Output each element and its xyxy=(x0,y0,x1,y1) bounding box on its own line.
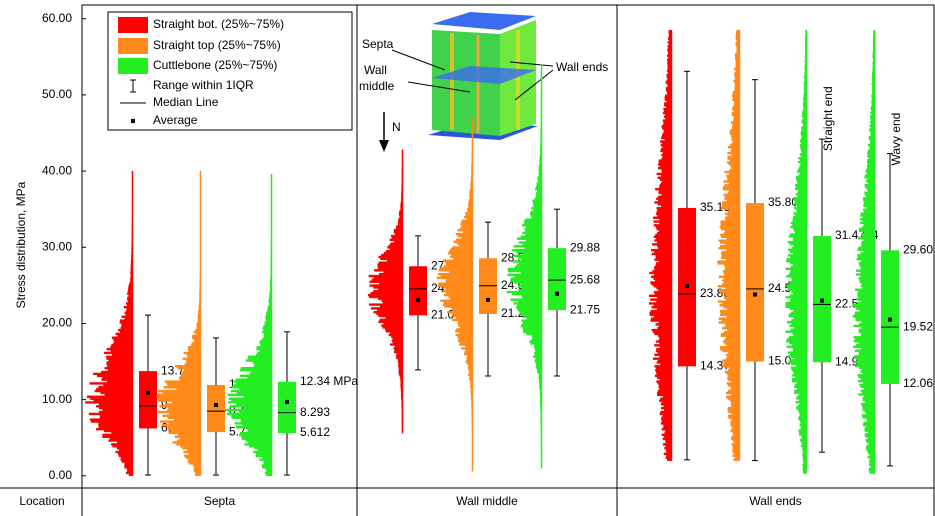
mean-dot xyxy=(820,299,824,303)
mean-dot xyxy=(888,318,892,322)
inset-model xyxy=(379,12,553,152)
y-tick-label: 10.00 xyxy=(42,392,72,406)
annotation: N xyxy=(392,120,401,134)
legend-label: Straight bot. (25%~75%) xyxy=(153,17,284,31)
distribution xyxy=(85,171,133,476)
x-tick-label: Wall middle xyxy=(456,494,518,508)
x-tick-label: Wall ends xyxy=(749,494,801,508)
legend-swatch xyxy=(118,38,148,54)
y-tick-label: 20.00 xyxy=(42,316,72,330)
box-label: Wavy end xyxy=(889,113,903,166)
y-axis-label: Stress distribution, MPa xyxy=(14,181,28,308)
mean-dot xyxy=(285,400,289,404)
box xyxy=(881,250,899,384)
legend-label: Average xyxy=(153,113,198,127)
box xyxy=(139,371,157,428)
x-tick-label: Septa xyxy=(204,494,236,508)
y-tick-label: 30.00 xyxy=(42,239,72,253)
y-tick-label: 60.00 xyxy=(42,11,72,25)
distribution xyxy=(368,150,403,433)
mean-dot xyxy=(146,391,150,395)
legend: Straight bot. (25%~75%) Straight top (25%… xyxy=(108,12,352,130)
legend-label: Median Line xyxy=(153,95,219,109)
value-label: 5.612 xyxy=(300,425,330,439)
page: Septa Wall middle Wall ends N Stress dis… xyxy=(0,0,935,516)
annotation: middle xyxy=(359,79,395,93)
legend-label: Cuttlebone (25%~75%) xyxy=(153,58,277,72)
annotation: Septa xyxy=(362,37,394,51)
legend-label: Range within 1IQR xyxy=(153,78,254,92)
legend-label: Straight top (25%~75%) xyxy=(153,38,281,52)
value-label: 29.88 xyxy=(570,240,600,254)
chart: Septa Wall middle Wall ends N Stress dis… xyxy=(0,0,935,516)
box xyxy=(746,203,764,361)
arrow-head xyxy=(379,140,389,152)
value-label: 12.06 xyxy=(903,376,933,390)
distribution xyxy=(718,30,740,460)
y-tick-label: 50.00 xyxy=(42,87,72,101)
mean-dot xyxy=(753,292,757,296)
legend-swatch xyxy=(118,58,148,74)
mean-dot xyxy=(555,292,559,296)
value-label: 25.68 xyxy=(570,272,600,286)
y-tick-label: 0.00 xyxy=(49,468,73,482)
annotation: Wall xyxy=(364,63,387,77)
mean-dot xyxy=(486,298,490,302)
distribution xyxy=(853,30,875,473)
distribution xyxy=(649,30,672,460)
value-label: 21.75 xyxy=(570,302,600,316)
box xyxy=(207,385,225,432)
box xyxy=(548,248,566,310)
mean-dot xyxy=(214,403,218,407)
box xyxy=(278,382,296,433)
y-tick-label: 40.00 xyxy=(42,163,72,177)
value-label: 8.293 xyxy=(300,405,330,419)
x-axis-label: Location xyxy=(19,494,64,508)
value-label: 12.34 MPa xyxy=(300,374,358,388)
box-label: Straight end xyxy=(821,86,835,151)
annotation: Wall ends xyxy=(556,60,608,74)
mean-dot xyxy=(416,298,420,302)
mean-dot xyxy=(685,284,689,288)
distribution xyxy=(786,30,807,473)
legend-swatch xyxy=(118,17,148,33)
box xyxy=(409,266,427,315)
legend-mean xyxy=(131,119,135,123)
value-label: 19.52 xyxy=(903,319,933,333)
value-label: 29.60 xyxy=(903,242,933,256)
